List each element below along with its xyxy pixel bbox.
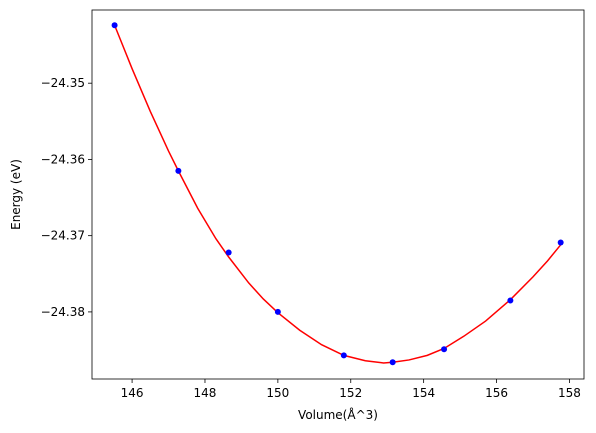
x-axis: 146 148 150 152 154 156 158: [121, 379, 581, 400]
x-tick-label: 152: [339, 386, 362, 400]
y-axis: −24.35 −24.36 −24.37 −24.38: [41, 76, 92, 319]
fit-curve-line: [113, 24, 562, 364]
data-point: [175, 167, 182, 174]
x-tick-label: 154: [412, 386, 435, 400]
x-tick-label: 150: [266, 386, 289, 400]
y-tick-label: −24.38: [41, 305, 85, 319]
data-point: [389, 359, 396, 366]
x-tick-label: 148: [194, 386, 217, 400]
data-point: [441, 346, 448, 353]
y-tick-label: −24.36: [41, 152, 85, 166]
data-point: [274, 308, 281, 315]
data-point: [557, 239, 564, 246]
data-point: [507, 297, 514, 304]
y-tick-label: −24.37: [41, 229, 85, 243]
plot-frame: [91, 9, 585, 380]
y-tick-label: −24.35: [41, 76, 85, 90]
x-tick-label: 156: [485, 386, 508, 400]
data-point: [225, 249, 232, 256]
data-marks: [111, 22, 564, 366]
x-tick-label: 158: [558, 386, 581, 400]
data-point: [111, 22, 118, 29]
y-axis-title: Energy (eV): [9, 159, 23, 230]
x-tick-label: 146: [121, 386, 144, 400]
data-point: [340, 352, 347, 359]
plot-area: [92, 10, 584, 379]
x-axis-title: Volume(Å^3): [298, 407, 378, 422]
